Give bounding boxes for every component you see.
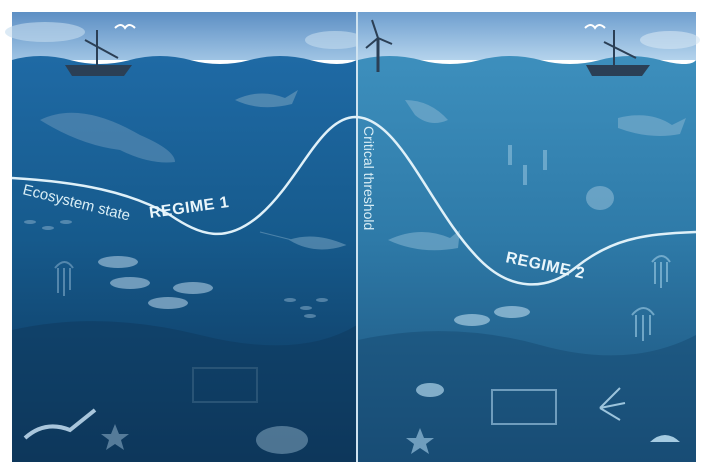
cloud — [5, 22, 85, 42]
flatfish — [256, 426, 308, 454]
left-panel — [5, 12, 365, 462]
boat — [65, 65, 132, 76]
cloud — [640, 31, 700, 49]
illustration: Ecosystem state REGIME 1 Critical thresh… — [0, 0, 704, 468]
page: {"labels": {"curve": "Ecosystem state", … — [0, 0, 704, 468]
turtle — [586, 186, 614, 210]
threshold-label: Critical threshold — [361, 126, 377, 230]
reef-fish — [416, 383, 444, 397]
boat — [586, 65, 650, 76]
